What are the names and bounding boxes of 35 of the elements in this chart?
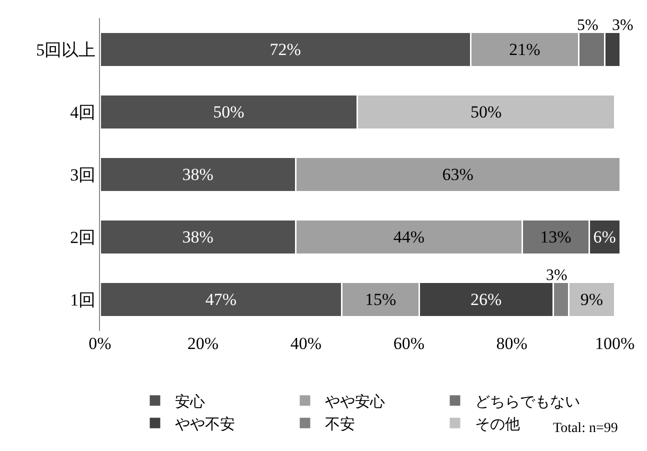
x-tick-label: 100% [595, 334, 635, 353]
x-tick-label: 80% [496, 334, 528, 353]
data-label: 9% [580, 290, 604, 310]
x-tick-label: 60% [393, 334, 424, 353]
data-label: 3% [612, 17, 634, 34]
x-tick-label: 20% [187, 334, 219, 353]
data-label: 38% [182, 165, 214, 184]
data-label: 5% [577, 17, 598, 34]
data-label: 13% [540, 228, 572, 247]
legend-label: 不安 [325, 416, 355, 433]
y-tick-label: 5回以上 [36, 40, 96, 60]
data-label: 6% [593, 228, 616, 247]
legend-label: やや不安 [175, 416, 235, 433]
data-label: 15% [365, 290, 396, 310]
data-label: 3% [546, 267, 568, 284]
x-tick-label: 40% [290, 334, 322, 353]
y-tick-label: 2回 [70, 228, 96, 248]
data-label: 63% [442, 165, 474, 184]
data-label: 50% [470, 102, 502, 122]
x-tick-label: 0% [88, 334, 112, 353]
data-label: 21% [509, 40, 540, 59]
text: Total: n=99 [553, 421, 618, 436]
data-label: 44% [393, 228, 424, 247]
legend-label: その他 [475, 416, 520, 433]
legend-label: 安心 [175, 393, 205, 410]
data-label: 26% [470, 290, 502, 310]
legend-label: どちらでもない [475, 394, 580, 410]
y-tick-label: 1回 [70, 290, 96, 310]
y-tick-label: 3回 [70, 165, 96, 184]
data-label: 50% [213, 102, 244, 122]
y-tick-label: 4回 [70, 102, 96, 122]
data-label: 38% [182, 228, 214, 247]
legend-label: やや安心 [325, 393, 385, 410]
data-label: 47% [205, 290, 237, 310]
data-label: 72% [270, 40, 301, 59]
